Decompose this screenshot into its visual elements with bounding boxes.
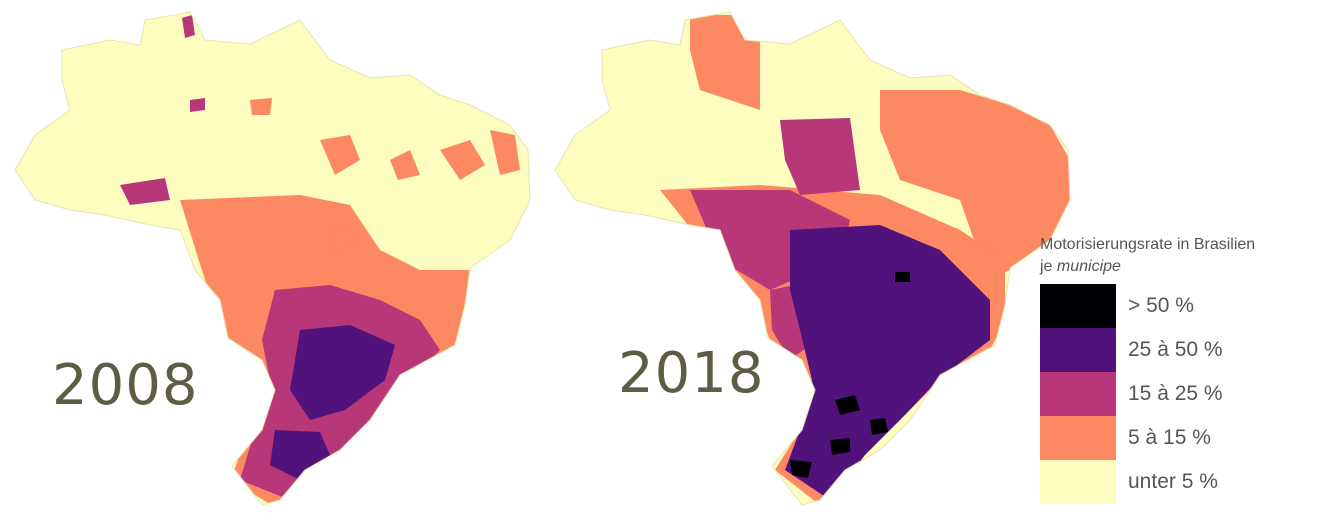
region-over-50-2018 [790,272,910,478]
legend-row-25-50: 25 à 50 % [1040,328,1310,372]
legend-swatch-25-50 [1040,328,1116,372]
legend-row-under-5: unter 5 % [1040,460,1310,504]
legend-label-5-15: 5 à 15 % [1128,426,1211,449]
legend-label-under-5: unter 5 % [1128,470,1218,493]
legend-swatch-15-25 [1040,372,1116,416]
legend-label-25-50: 25 à 50 % [1128,338,1223,361]
legend-title-line1: Motorisierungsrate in Brasilien [1040,236,1256,253]
region-5-15-north-2018 [690,15,1070,300]
legend-title-italic: municipe [1056,258,1121,275]
legend-row-15-25: 15 à 25 % [1040,372,1310,416]
legend-swatch-under-5 [1040,460,1116,504]
legend-title: Motorisierungsrate in Brasilien je munic… [1040,234,1310,278]
legend-row-5-15: 5 à 15 % [1040,416,1310,460]
legend-label-over-50: > 50 % [1128,294,1194,317]
map-2018 [554,11,1071,506]
scattered-15-25-2008 [120,15,205,205]
year-label-2008: 2008 [52,353,199,418]
year-label-2018: 2018 [618,341,765,406]
region-25-50-2008 [290,325,395,420]
legend-swatch-5-15 [1040,416,1116,460]
legend-label-15-25: 15 à 25 % [1128,382,1223,405]
legend-title-prefix: je [1040,258,1053,275]
legend: Motorisierungsrate in Brasilien je munic… [1040,234,1310,504]
legend-rows: > 50 % 25 à 50 % 15 à 25 % 5 à 15 % unte… [1040,284,1310,504]
scattered-5-15-2008 [250,98,520,250]
legend-row-over-50: > 50 % [1040,284,1310,328]
map-2008 [14,11,531,506]
legend-swatch-over-50 [1040,284,1116,328]
region-25-50-2018 [785,225,990,500]
